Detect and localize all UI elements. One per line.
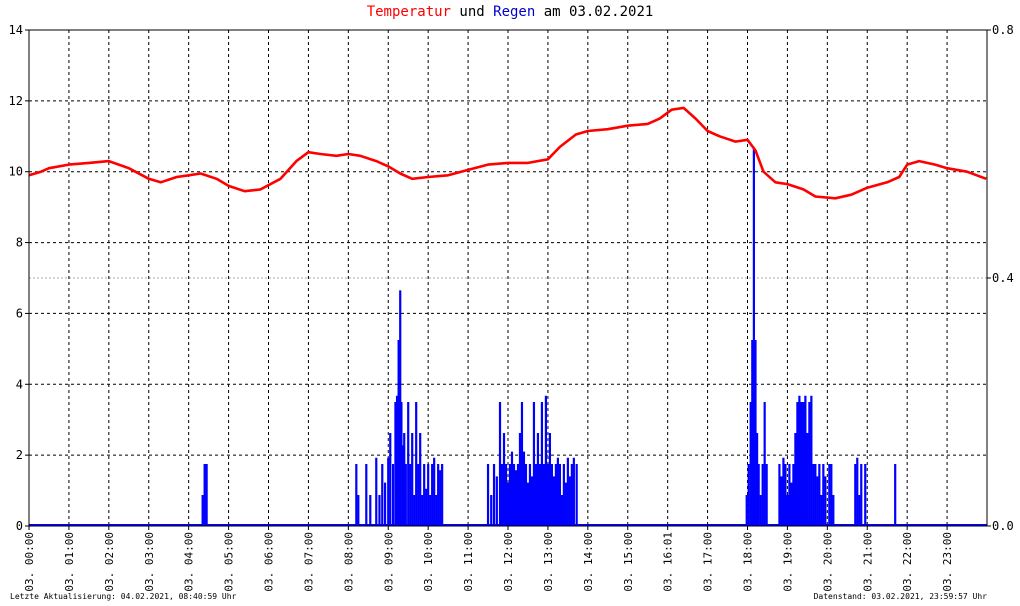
x-tick-label: 03. 00:00: [23, 532, 36, 592]
x-tick-label: 03. 07:00: [302, 532, 315, 592]
x-tick-label: 03. 12:00: [502, 532, 515, 592]
x-tick-label: 03. 01:00: [63, 532, 76, 592]
x-tick-label: 03. 02:00: [103, 532, 116, 592]
x-tick-label: 03. 15:00: [622, 532, 635, 592]
x-tick-label: 03. 09:00: [382, 532, 395, 592]
x-tick-label: 03. 23:00: [941, 532, 954, 592]
y-left-tick-label: 14: [9, 23, 23, 37]
x-tick-label: 03. 05:00: [223, 532, 236, 592]
x-tick-label: 03. 20:00: [821, 532, 834, 592]
y-left-tick-label: 6: [16, 306, 23, 320]
x-tick-label: 03. 04:00: [183, 532, 196, 592]
y-left-tick-label: 8: [16, 236, 23, 250]
y-right-tick-label: 0.8: [992, 23, 1014, 37]
x-tick-label: 03. 03:00: [143, 532, 156, 592]
x-tick-label: 03. 17:00: [702, 532, 715, 592]
footer-data-status: Datenstand: 03.02.2021, 23:59:57 Uhr: [813, 592, 987, 601]
title-rain: Regen: [493, 4, 536, 20]
temperature-line: [28, 106, 987, 200]
x-tick-label: 03. 19:00: [781, 532, 794, 592]
y-left-tick-label: 10: [9, 165, 23, 179]
x-tick-label: 03. 08:00: [342, 532, 355, 592]
y-right-tick-label: 0.4: [992, 271, 1014, 285]
x-tick-label: 03. 11:00: [462, 532, 475, 592]
y-left-tick-label: 12: [9, 94, 23, 108]
x-tick-label: 03. 21:00: [861, 532, 874, 592]
x-tick-label: 03. 10:00: [422, 532, 435, 592]
footer-last-update: Letzte Aktualisierung: 04.02.2021, 08:40…: [10, 592, 237, 601]
y-left-tick-label: 4: [16, 377, 23, 391]
x-tick-label: 03. 22:00: [901, 532, 914, 592]
title-temperature: Temperatur: [366, 4, 451, 20]
title-and: und: [450, 4, 494, 20]
y-left-tick-label: 2: [16, 448, 23, 462]
x-tick-label: 03. 14:00: [582, 532, 595, 592]
x-tick-label: 03. 16:01: [662, 532, 675, 592]
y-right-tick-label: 0.0: [992, 519, 1014, 533]
y-left-tick-label: 0: [16, 519, 23, 533]
chart-title: Temperatur und Regen am 03.02.2021: [0, 4, 1020, 20]
x-tick-label: 03. 13:00: [542, 532, 555, 592]
title-date: am 03.02.2021: [535, 4, 654, 20]
x-tick-label: 03. 18:00: [742, 532, 755, 592]
x-tick-label: 03. 06:00: [263, 532, 276, 592]
